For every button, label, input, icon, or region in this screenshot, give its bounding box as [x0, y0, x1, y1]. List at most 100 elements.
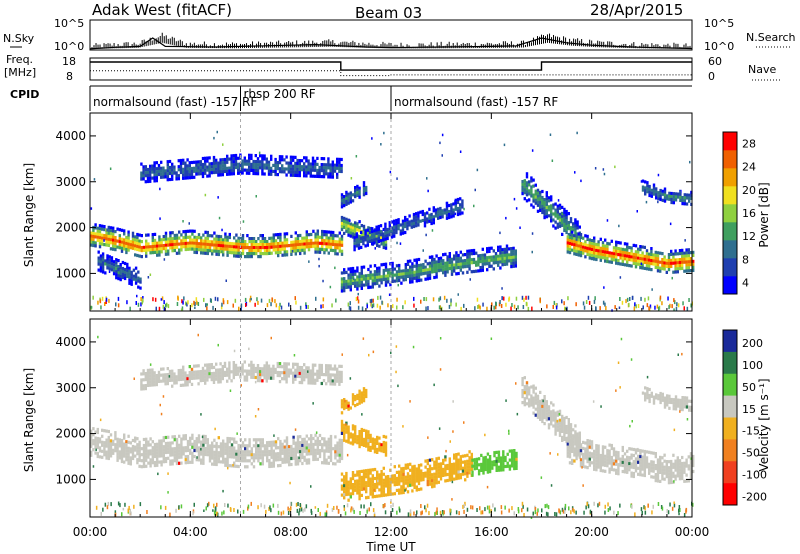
heat-cell — [654, 256, 657, 260]
heat-cell — [241, 363, 244, 367]
heat-cell — [303, 156, 306, 160]
heat-cell — [250, 240, 253, 244]
heat-cell — [360, 475, 363, 479]
heat-cell — [632, 261, 635, 265]
heat-cell — [156, 457, 159, 461]
cpid-label-2: rbsp 200 RF — [244, 87, 316, 101]
heat-cell — [343, 487, 346, 491]
heat-cell — [265, 163, 268, 167]
heat-cell — [358, 476, 361, 480]
heat-cell — [389, 483, 392, 487]
heat-cell — [354, 431, 357, 435]
heat-cell — [353, 242, 356, 246]
heat-cell — [428, 264, 432, 268]
heat-cell — [151, 380, 154, 384]
heat-cell — [340, 447, 344, 452]
heat-cell — [244, 243, 247, 247]
heat-cell — [406, 221, 409, 225]
heat-cell — [294, 237, 297, 241]
speckle — [499, 231, 501, 235]
heat-cell — [270, 443, 273, 447]
heat-cell — [184, 229, 187, 234]
heat-cell — [358, 220, 361, 224]
heat-cell — [456, 197, 460, 202]
heat-cell — [391, 492, 394, 496]
heat-cell — [290, 252, 293, 256]
heat-cell — [153, 161, 156, 165]
speckle — [183, 296, 185, 301]
heat-cell — [419, 219, 422, 223]
heat-cell — [151, 383, 154, 387]
heat-cell — [442, 253, 445, 257]
speckle — [322, 304, 324, 309]
heat-cell — [252, 369, 255, 373]
heat-cell — [320, 366, 323, 371]
heat-cell — [444, 252, 447, 256]
heat-cell — [566, 244, 569, 248]
heat-cell — [285, 167, 288, 171]
heat-cell — [226, 238, 229, 242]
speckle — [161, 296, 164, 301]
heat-cell — [573, 243, 576, 247]
heat-cell — [151, 449, 154, 453]
heat-cell — [197, 236, 201, 240]
heat-cell — [499, 245, 502, 249]
heat-cell — [208, 459, 212, 463]
heat-cell — [228, 449, 231, 453]
heat-cell — [208, 249, 212, 253]
heat-cell — [356, 488, 359, 492]
heat-cell — [245, 171, 249, 175]
speckle — [380, 143, 382, 146]
heat-cell — [376, 470, 379, 474]
heat-cell — [208, 444, 212, 448]
heat-cell — [347, 276, 350, 280]
heat-cell — [358, 389, 361, 393]
heat-cell — [377, 224, 380, 229]
heat-cell — [323, 440, 326, 444]
heat-cell — [221, 173, 224, 177]
heat-cell — [140, 255, 143, 259]
speckle — [366, 304, 368, 309]
heat-cell — [325, 364, 328, 368]
heat-cell — [439, 206, 442, 211]
heat-cell — [206, 444, 209, 448]
heat-cell — [283, 244, 286, 248]
heat-cell — [409, 277, 412, 281]
heat-cell — [334, 450, 337, 454]
heat-cell — [539, 205, 542, 209]
heat-cell — [606, 256, 609, 261]
heat-cell — [349, 267, 352, 271]
heat-cell — [168, 369, 172, 373]
heat-cell — [94, 442, 97, 446]
heat-cell — [219, 362, 222, 366]
heat-cell — [125, 247, 128, 252]
heat-cell — [464, 265, 467, 269]
heat-cell — [202, 239, 205, 243]
heat-cell — [272, 373, 275, 377]
heat-cell — [320, 175, 323, 179]
heat-cell — [160, 247, 163, 251]
heat-cell — [340, 224, 344, 229]
heat-cell — [565, 224, 568, 229]
heat-cell — [212, 365, 216, 369]
heat-cell — [388, 227, 391, 231]
heat-cell — [167, 441, 170, 445]
heat-cell — [623, 263, 627, 267]
heat-cell — [362, 443, 366, 447]
heat-cell — [138, 449, 141, 453]
heat-cell — [226, 247, 229, 251]
heat-cell — [565, 227, 568, 232]
heat-cell — [123, 261, 127, 266]
heat-cell — [575, 249, 578, 253]
speckle — [463, 207, 465, 211]
heat-cell — [357, 243, 361, 247]
speckle — [553, 300, 556, 305]
heat-cell — [456, 209, 460, 214]
heat-cell — [281, 170, 284, 174]
heat-cell — [599, 237, 602, 241]
heat-cell — [98, 239, 102, 243]
heat-cell — [572, 228, 575, 232]
heat-cell — [685, 269, 688, 273]
heat-cell — [157, 169, 161, 174]
heat-cell — [571, 236, 574, 240]
